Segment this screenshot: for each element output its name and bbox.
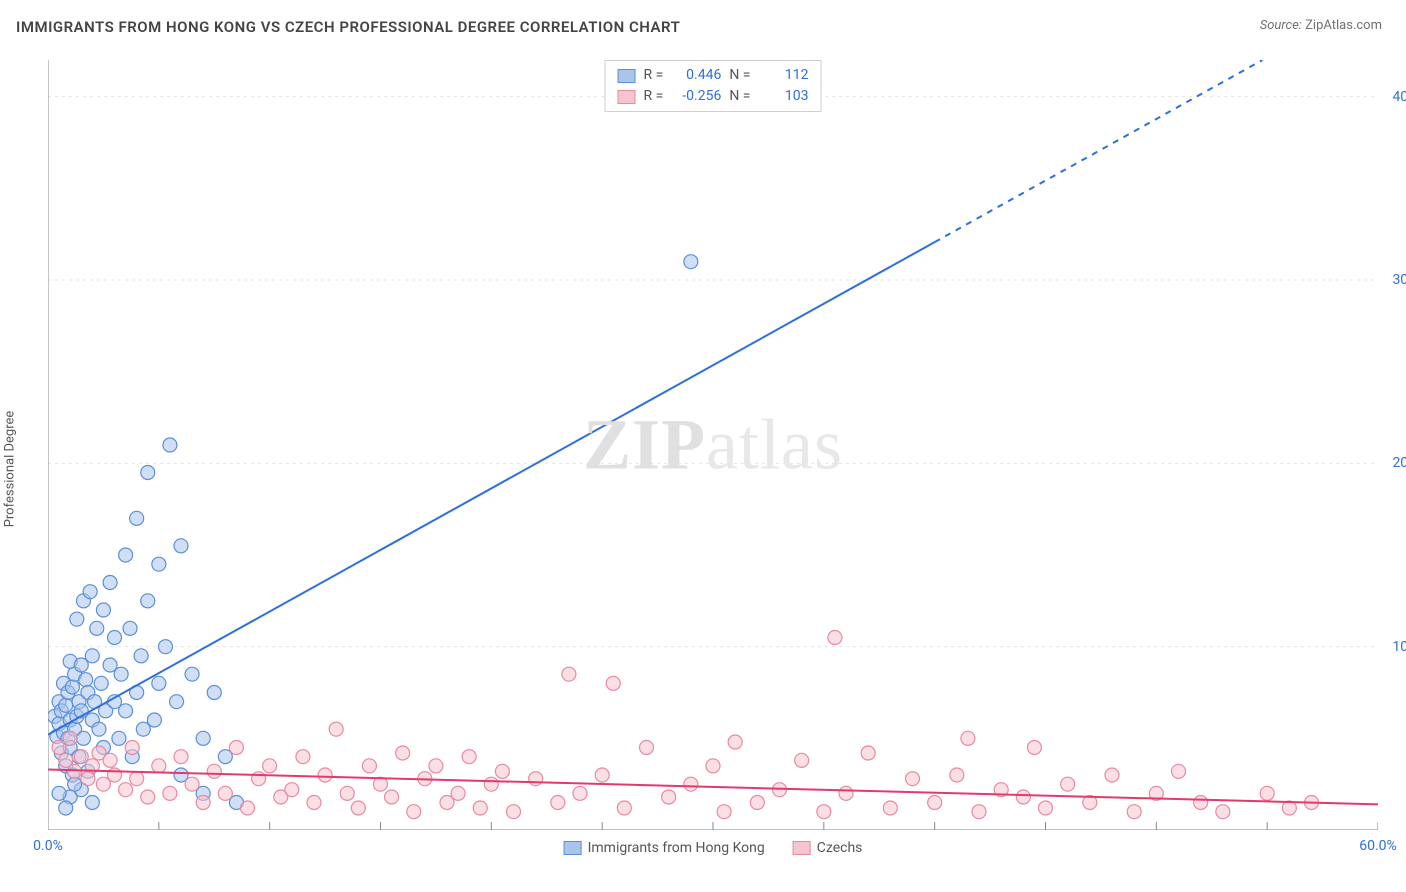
r-label: R = [644, 86, 664, 107]
n-label: N = [729, 86, 750, 107]
plot-area: ZIPatlas R = 0.446 N = 112 R = -0.256 N … [48, 60, 1378, 830]
scatter-plot-svg [48, 60, 1378, 830]
n-value-a: 112 [758, 65, 808, 86]
legend-label-a: Immigrants from Hong Kong [588, 840, 765, 856]
y-tick-label: 30.0% [1392, 272, 1406, 288]
source-value: ZipAtlas.com [1305, 18, 1382, 33]
r-value-b: -0.256 [671, 86, 721, 107]
y-tick-label: 10.0% [1392, 639, 1406, 655]
legend-item-series-a: Immigrants from Hong Kong [564, 840, 765, 856]
r-label: R = [644, 65, 664, 86]
chart-title: IMMIGRANTS FROM HONG KONG VS CZECH PROFE… [16, 18, 680, 36]
x-tick-label: 0.0% [33, 838, 63, 854]
source-attribution: Source: ZipAtlas.com [1260, 18, 1382, 33]
chart-container: Professional Degree ZIPatlas R = 0.446 N… [0, 46, 1406, 892]
y-axis-label: Professional Degree [3, 411, 18, 528]
n-value-b: 103 [758, 86, 808, 107]
n-label: N = [729, 65, 750, 86]
source-label: Source: [1260, 18, 1302, 33]
series-legend: Immigrants from Hong Kong Czechs [564, 840, 863, 856]
r-value-a: 0.446 [671, 65, 721, 86]
legend-label-b: Czechs [817, 840, 863, 856]
correlation-legend: R = 0.446 N = 112 R = -0.256 N = 103 [605, 60, 822, 112]
y-tick-label: 40.0% [1392, 89, 1406, 105]
swatch-series-a [618, 69, 636, 83]
legend-item-series-b: Czechs [793, 840, 863, 856]
correlation-row-series-b: R = -0.256 N = 103 [618, 86, 809, 107]
swatch-series-b [618, 90, 636, 104]
correlation-row-series-a: R = 0.446 N = 112 [618, 65, 809, 86]
x-tick-label: 60.0% [1359, 838, 1397, 854]
swatch-series-a [564, 841, 582, 855]
swatch-series-b [793, 841, 811, 855]
y-tick-label: 20.0% [1392, 455, 1406, 471]
